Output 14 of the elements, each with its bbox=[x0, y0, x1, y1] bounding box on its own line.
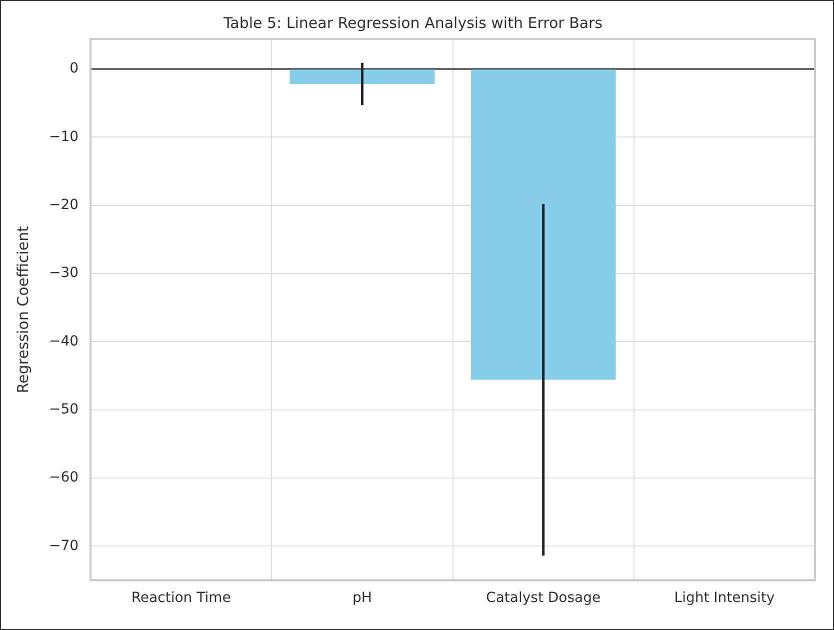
x-tick-label: Catalyst Dosage bbox=[486, 590, 601, 606]
y-tick-label: 0 bbox=[70, 60, 79, 77]
x-tick-label: Reaction Time bbox=[131, 590, 231, 606]
y-tick-label: −20 bbox=[49, 196, 79, 213]
x-tick-label: pH bbox=[352, 590, 372, 606]
y-tick-label: −40 bbox=[49, 333, 79, 350]
y-tick-label: −30 bbox=[49, 265, 79, 282]
x-tick-label: Light Intensity bbox=[674, 590, 775, 606]
y-tick-label: −10 bbox=[49, 128, 79, 145]
chart-title: Table 5: Linear Regression Analysis with Error Bars bbox=[222, 14, 603, 32]
y-tick-label: −50 bbox=[49, 401, 79, 418]
y-tick-label: −70 bbox=[49, 538, 79, 554]
y-axis-title: Regression Coefficient bbox=[14, 226, 32, 394]
y-tick-label: −60 bbox=[49, 470, 79, 486]
